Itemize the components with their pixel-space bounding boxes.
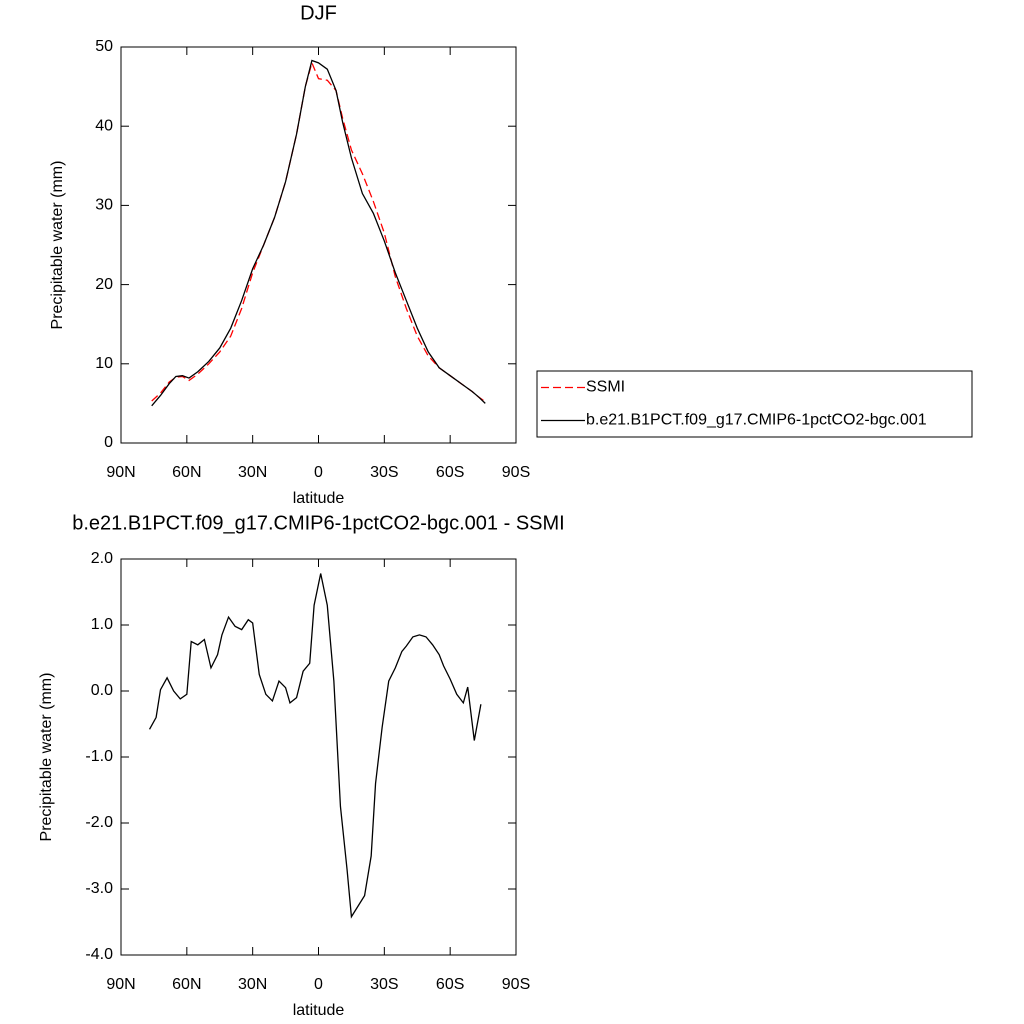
x-tick-label: 90N [106, 976, 135, 993]
data-line [151, 59, 486, 407]
x-tick-label: 60S [436, 976, 464, 993]
y-tick-label: 30 [95, 197, 113, 214]
x-tick-label: 30N [238, 976, 267, 993]
y-tick-label: 40 [95, 117, 113, 134]
chart-title: b.e21.B1PCT.f09_g17.CMIP6-1pctCO2-bgc.00… [72, 512, 564, 534]
legend-label: SSMI [586, 379, 625, 396]
y-tick-label: 0.0 [91, 682, 113, 699]
legend-label: b.e21.B1PCT.f09_g17.CMIP6-1pctCO2-bgc.00… [586, 412, 927, 429]
data-line [151, 60, 486, 403]
x-tick-label: 30S [370, 976, 398, 993]
x-axis-label: latitude [293, 490, 345, 507]
y-tick-label: 1.0 [91, 616, 113, 633]
x-tick-label: 0 [314, 976, 323, 993]
x-tick-label: 90N [106, 464, 135, 481]
y-tick-label: -1.0 [85, 748, 113, 765]
y-axis-label: Precipitable water (mm) [38, 673, 55, 842]
y-tick-label: 20 [95, 276, 113, 293]
y-tick-label: -3.0 [85, 880, 113, 897]
x-tick-label: 90S [502, 464, 530, 481]
y-tick-label: 50 [95, 38, 113, 55]
legend-box [536, 370, 973, 438]
x-tick-label: 60N [172, 464, 201, 481]
x-tick-label: 90S [502, 976, 530, 993]
plot-frame [120, 558, 517, 956]
x-tick-label: 60N [172, 976, 201, 993]
y-axis-label: Precipitable water (mm) [49, 161, 66, 330]
x-tick-label: 30N [238, 464, 267, 481]
chart-title: DJF [300, 2, 337, 24]
x-tick-label: 30S [370, 464, 398, 481]
x-tick-label: 60S [436, 464, 464, 481]
plot-frame [120, 46, 517, 444]
y-tick-label: 10 [95, 355, 113, 372]
data-line [148, 573, 482, 919]
y-tick-label: 2.0 [91, 550, 113, 567]
y-tick-label: 0 [104, 434, 113, 451]
x-tick-label: 0 [314, 464, 323, 481]
y-tick-label: -4.0 [85, 946, 113, 963]
y-tick-label: -2.0 [85, 814, 113, 831]
x-axis-label: latitude [293, 1002, 345, 1019]
